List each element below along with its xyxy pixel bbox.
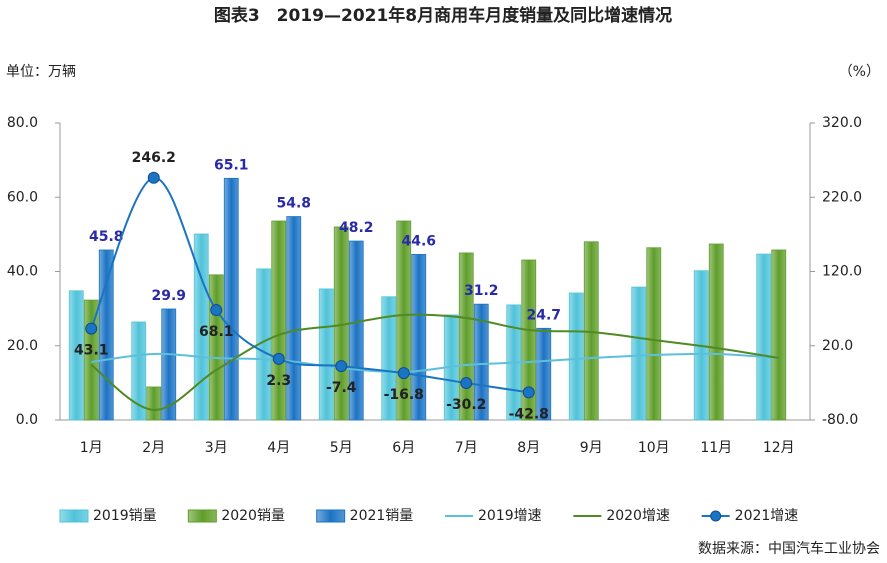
x-tick-label: 7月: [455, 440, 478, 456]
line-marker: [272, 352, 285, 365]
x-tick-label: 12月: [763, 440, 795, 456]
legend-label: 2021增速: [735, 508, 799, 524]
x-tick-label: 2月: [142, 440, 165, 456]
bar: [146, 386, 162, 421]
y-unit: 单位：万辆: [6, 64, 76, 80]
bar: [568, 292, 584, 421]
bar-value-label: 65.1: [214, 157, 249, 173]
legend-label: 2019增速: [478, 508, 542, 524]
bar: [756, 253, 772, 421]
bar: [646, 247, 662, 421]
bar-value-label: 45.8: [89, 229, 124, 245]
bar: [271, 220, 287, 421]
bar: [536, 327, 552, 421]
bar: [193, 233, 209, 421]
legend-marker: [710, 510, 722, 522]
bar-value-label: 54.8: [276, 196, 311, 212]
line-marker: [460, 377, 473, 390]
legend-swatch: [316, 509, 346, 523]
bar-value-label: 29.9: [151, 288, 186, 304]
line-marker: [397, 367, 410, 380]
chart-title: 图表3 2019—2021年8月商用车月度销量及同比增速情况: [214, 5, 672, 26]
line-marker: [210, 304, 223, 317]
bar: [161, 308, 177, 421]
bar: [473, 303, 489, 421]
bar: [458, 252, 474, 421]
y-tick-label: 0.0: [16, 412, 38, 428]
line-marker: [147, 171, 160, 184]
y2-tick-label: 220.0: [822, 189, 862, 205]
y2-tick-label: -80.0: [822, 412, 858, 428]
bar: [411, 254, 427, 421]
legend-swatch: [187, 509, 217, 523]
y-tick-label: 20.0: [7, 338, 38, 354]
line: [90, 313, 779, 411]
legend-label: 2020销量: [221, 508, 285, 524]
line-value-label: -16.8: [384, 387, 424, 403]
x-tick-label: 5月: [330, 440, 353, 456]
legend-swatch: [59, 509, 89, 523]
x-tick-label: 10月: [638, 440, 670, 456]
line-value-label: 2.3: [266, 373, 291, 389]
bar-value-label: 48.2: [339, 220, 374, 236]
x-tick-label: 4月: [267, 440, 290, 456]
bar: [381, 296, 397, 421]
line-value-label: 43.1: [74, 343, 109, 359]
bar: [521, 259, 537, 421]
bar: [68, 290, 84, 421]
line-value-label: -7.4: [326, 380, 357, 396]
x-tick-label: 11月: [700, 440, 732, 456]
bar: [631, 286, 647, 421]
bar: [708, 243, 724, 421]
line-value-label: 68.1: [199, 324, 234, 340]
y2-tick-label: 320.0: [822, 115, 862, 131]
y2-tick-label: 120.0: [822, 264, 862, 280]
line-value-label: -30.2: [446, 397, 486, 413]
line: [91, 352, 779, 374]
bar: [83, 299, 99, 421]
bar: [98, 249, 114, 421]
line-marker: [335, 360, 348, 373]
line-value-label: -42.8: [509, 406, 549, 422]
line-marker: [85, 322, 98, 335]
legend-label: 2020增速: [606, 508, 670, 524]
legend-label: 2021销量: [350, 508, 414, 524]
bar: [348, 240, 364, 421]
source: 数据来源：中国汽车工业协会: [698, 540, 880, 557]
bar: [131, 321, 147, 421]
y-tick-label: 40.0: [7, 264, 38, 280]
y2-tick-label: 20.0: [822, 338, 853, 354]
y-tick-label: 60.0: [7, 189, 38, 205]
bar-value-label: 31.2: [464, 283, 499, 299]
bar: [223, 177, 239, 421]
x-tick-label: 8月: [517, 440, 540, 456]
bar: [208, 274, 224, 421]
line-marker: [522, 386, 535, 399]
y-tick-label: 80.0: [7, 115, 38, 131]
bar: [771, 249, 787, 421]
y2-unit: （%）: [839, 64, 880, 80]
line-value-label: 246.2: [132, 150, 176, 166]
x-tick-label: 3月: [205, 440, 228, 456]
bar: [286, 216, 302, 421]
bar-value-label: 44.6: [401, 233, 436, 249]
bar: [318, 288, 334, 421]
x-tick-label: 1月: [80, 440, 103, 456]
x-tick-label: 6月: [392, 440, 415, 456]
legend-label: 2019销量: [93, 508, 157, 524]
bar-value-label: 24.7: [526, 307, 561, 323]
x-tick-label: 9月: [580, 440, 603, 456]
